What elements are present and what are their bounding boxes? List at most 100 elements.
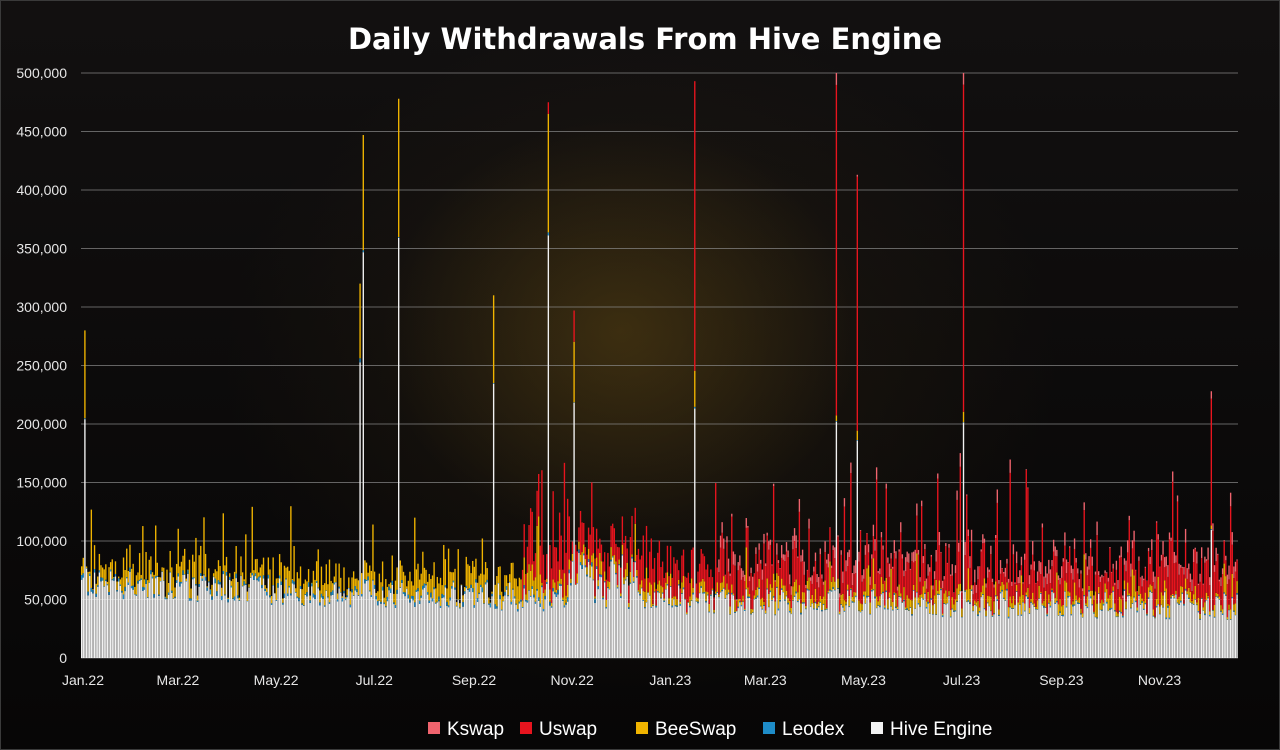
bar-segment [343, 593, 345, 658]
bar-segment [1020, 556, 1023, 566]
bar-segment [1172, 471, 1174, 482]
bar-segment [681, 555, 683, 583]
bar-segment [951, 608, 953, 610]
bar-segment [962, 422, 965, 423]
bar-segment [809, 607, 812, 658]
bar-segment [1163, 557, 1166, 568]
bar-segment [322, 596, 324, 600]
bar-segment [145, 552, 147, 580]
bar-segment [322, 585, 324, 597]
bar-segment [845, 605, 847, 658]
bar-segment [895, 593, 897, 607]
bar-segment [500, 591, 503, 610]
bar-segment [658, 592, 661, 658]
bar-segment [418, 603, 421, 658]
bar-segment [1136, 612, 1138, 658]
bar-segment [999, 573, 1002, 587]
bar-segment [842, 571, 844, 583]
bar-segment [784, 554, 786, 562]
bar-segment [167, 583, 170, 593]
bar-segment [303, 583, 305, 606]
bar-segment [964, 555, 966, 591]
bar-segment [838, 611, 841, 614]
bar-segment [1196, 563, 1198, 603]
bar-segment [748, 597, 751, 658]
bar-segment [1229, 506, 1232, 610]
bar-segment [991, 616, 994, 658]
bar-segment [124, 586, 126, 592]
bar-segment [98, 553, 101, 571]
bar-segment [492, 295, 495, 384]
bar-segment [869, 614, 871, 658]
bar-segment [1217, 554, 1219, 594]
bar-segment [460, 584, 463, 586]
bar-segment [982, 594, 984, 595]
x-tick-label: Jan.22 [62, 672, 104, 688]
bar-segment [793, 596, 796, 658]
bar-segment [1054, 603, 1056, 658]
bar-segment [1036, 581, 1039, 601]
bar-segment [917, 554, 920, 598]
bar-segment [108, 594, 110, 658]
bar-segment [686, 614, 688, 615]
bar-segment [1004, 590, 1007, 601]
bar-segment [819, 554, 821, 596]
bar-segment [829, 527, 831, 562]
bar-segment [1048, 573, 1050, 595]
bar-segment [135, 595, 138, 658]
bar-segment [718, 597, 720, 658]
bar-segment [1225, 560, 1227, 577]
bar-segment [623, 542, 625, 578]
bar-segment [536, 590, 538, 658]
bar-segment [82, 557, 84, 574]
bar-segment [124, 591, 126, 658]
bar-segment [386, 601, 389, 658]
bar-segment [166, 598, 168, 600]
bar-segment [945, 603, 947, 605]
bar-segment [357, 580, 360, 596]
bar-segment [645, 602, 648, 658]
bar-segment [678, 579, 680, 585]
bar-segment [100, 577, 102, 582]
bar-segment [1012, 544, 1015, 555]
bar-segment [914, 549, 916, 562]
bar-segment [367, 576, 369, 581]
bar-segment [729, 606, 731, 615]
bar-segment [526, 602, 529, 658]
bar-segment [755, 589, 757, 598]
bar-segment [906, 609, 908, 658]
bar-segment [793, 581, 796, 596]
bar-segment [253, 579, 255, 658]
bar-segment [428, 600, 430, 603]
bar-segment [568, 569, 570, 574]
bar-segment [838, 597, 841, 612]
bar-segment [93, 569, 96, 573]
bar-segment [378, 600, 381, 658]
bar-segment [1213, 565, 1216, 572]
bar-segment [769, 590, 772, 593]
bar-segment [838, 613, 841, 615]
bar-segment [678, 570, 680, 580]
bar-segment [1110, 592, 1113, 608]
bar-segment [790, 613, 793, 658]
bar-segment [885, 488, 887, 578]
bar-segment [377, 591, 379, 602]
bar-segment [220, 587, 223, 597]
bar-segment [1226, 617, 1229, 620]
bar-segment [771, 565, 773, 588]
bar-segment [1059, 611, 1061, 613]
bar-segment [983, 609, 986, 658]
bar-segment [827, 590, 830, 593]
bar-segment [850, 590, 852, 658]
bar-segment [171, 567, 173, 591]
bar-segment [922, 586, 924, 599]
bar-segment [1212, 609, 1214, 611]
bar-segment [874, 596, 876, 599]
bar-segment [988, 606, 990, 658]
bar-segment [695, 597, 698, 602]
bar-segment [912, 584, 915, 590]
bar-segment [1022, 595, 1024, 603]
bar-segment [258, 581, 260, 658]
bar-segment [1181, 593, 1184, 658]
bar-segment [364, 579, 366, 584]
